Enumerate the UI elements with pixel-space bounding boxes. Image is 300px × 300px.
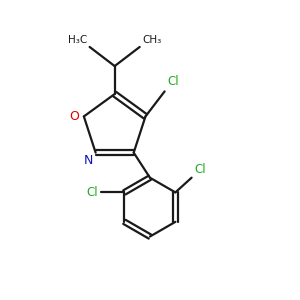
Text: H₃C: H₃C: [68, 34, 87, 45]
Text: Cl: Cl: [194, 163, 206, 176]
Text: CH₃: CH₃: [142, 34, 161, 45]
Text: N: N: [83, 154, 93, 167]
Text: O: O: [70, 110, 80, 123]
Text: Cl: Cl: [87, 186, 98, 199]
Text: Cl: Cl: [167, 76, 178, 88]
